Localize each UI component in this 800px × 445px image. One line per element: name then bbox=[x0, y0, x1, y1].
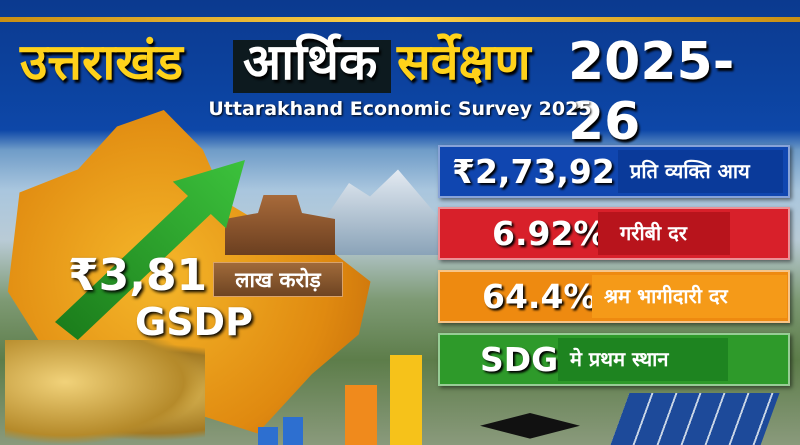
title-highlight-box bbox=[233, 40, 391, 93]
stat-label: गरीबी दर bbox=[598, 212, 730, 255]
title-sarvekshan: सर्वेक्षण bbox=[397, 33, 531, 91]
title-arthik: आर्थिक bbox=[243, 33, 378, 91]
gold-divider bbox=[0, 17, 800, 22]
title-year: 2025-26 bbox=[568, 32, 735, 152]
stat-labour-participation: 64.4% श्रम भागीदारी दर bbox=[438, 270, 790, 323]
title-uttarakhand: उत्तराखंड bbox=[20, 33, 183, 91]
gsdp-label: GSDP bbox=[135, 300, 253, 344]
stat-label: श्रम भागीदारी दर bbox=[592, 275, 787, 318]
solar-panel-image bbox=[610, 393, 780, 445]
gsdp-value: ₹3,81 bbox=[68, 250, 208, 301]
stat-per-capita-income: ₹2,73,921 प्रति व्यक्ति आय bbox=[438, 145, 790, 198]
growth-bar bbox=[390, 355, 422, 445]
growth-bar bbox=[345, 385, 377, 445]
stat-value: 6.92% bbox=[492, 214, 607, 253]
stat-poverty-rate: 6.92% गरीबी दर bbox=[438, 207, 790, 260]
gsdp-unit: लाख करोड़ bbox=[213, 262, 343, 297]
growth-bar bbox=[283, 417, 303, 445]
growth-bar bbox=[258, 427, 278, 445]
coins-image bbox=[5, 340, 205, 445]
graduation-cap-icon bbox=[480, 413, 580, 439]
stat-sdg-rank: SDG मे प्रथम स्थान bbox=[438, 333, 790, 386]
heritage-building-image bbox=[225, 195, 335, 255]
stat-value: ₹2,73,921 bbox=[452, 152, 638, 191]
stat-label: प्रति व्यक्ति आय bbox=[618, 150, 783, 193]
stat-value: 64.4% bbox=[482, 277, 597, 316]
stat-value: SDG bbox=[480, 340, 559, 379]
subtitle: Uttarakhand Economic Survey 2025 bbox=[208, 98, 592, 120]
stat-label: मे प्रथम स्थान bbox=[558, 338, 728, 381]
